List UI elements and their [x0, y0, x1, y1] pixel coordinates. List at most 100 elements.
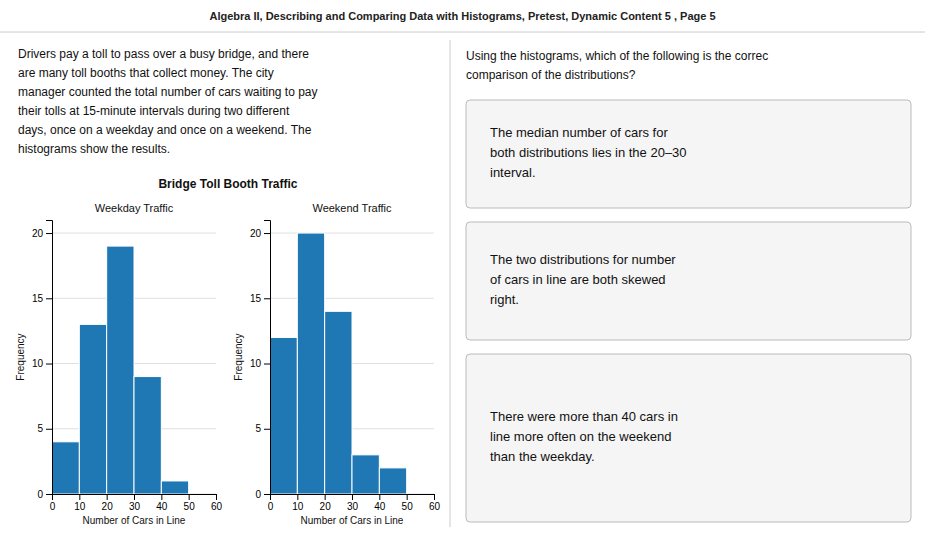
bars: [270, 233, 407, 494]
y-axis-tick-mark: [264, 429, 270, 430]
x-axis-tick: 30: [347, 494, 359, 512]
x-axis-tick-label: 60: [211, 501, 223, 512]
x-axis-tick: 0: [50, 494, 56, 512]
histogram-panel: 010203040506005101520Weekend TrafficNumb…: [233, 202, 440, 526]
panel-title: Weekday Traffic: [95, 202, 174, 214]
y-axis-tick-label: 0: [255, 489, 261, 500]
y-axis-title: Frequency: [15, 333, 26, 380]
y-axis-title: Frequency: [233, 333, 244, 380]
x-axis-tick-mark: [189, 494, 190, 500]
bar: [297, 233, 324, 494]
y-axis-tick-label: 0: [37, 489, 43, 500]
answer-text-line: interval.: [490, 165, 536, 180]
answer-text: The median number of cars for both distri…: [490, 125, 687, 180]
bar: [270, 337, 297, 494]
y-axis-tick-label: 5: [255, 423, 261, 434]
question-text-line: Using the histograms, which of the follo…: [466, 49, 768, 63]
y-axis-tick-mark: [46, 233, 52, 234]
answer-text-line: right.: [490, 292, 519, 307]
divider: [450, 40, 451, 527]
x-axis: 0102030405060: [50, 494, 223, 512]
header-rule: [0, 32, 925, 33]
y-axis-tick: 10: [250, 358, 270, 369]
answer-text-line: There were more than 40 cars in: [490, 409, 678, 424]
intro-text-line: are many toll booths that collect money.…: [18, 66, 274, 80]
y-axis-line: [46, 221, 53, 495]
y-axis-tick: 15: [32, 293, 52, 304]
intro-text-line: histograms show the results.: [18, 142, 170, 156]
x-axis-tick-label: 60: [429, 501, 441, 512]
x-axis-tick-label: 50: [184, 501, 196, 512]
x-axis-tick: 0: [268, 494, 274, 512]
question-text-line: comparison of the distributions?: [466, 68, 636, 82]
answer-box: [466, 100, 911, 208]
grid: [270, 233, 434, 494]
x-axis-tick: 50: [402, 494, 414, 512]
answer-text-line: both distributions lies in the 20–30: [490, 145, 687, 160]
y-axis-tick: 0: [37, 489, 52, 500]
answer-text-line: The median number of cars for: [490, 125, 668, 140]
y-axis-tick-label: 10: [32, 358, 44, 369]
bar: [379, 468, 406, 494]
y-axis-tick: 20: [32, 228, 52, 239]
x-axis-tick-label: 20: [102, 501, 114, 512]
x-axis-tick-mark: [407, 494, 408, 500]
x-axis-tick-mark: [434, 494, 435, 500]
x-axis-tick-mark: [79, 494, 80, 500]
bar: [407, 494, 434, 495]
answer-box: [466, 354, 911, 522]
x-axis-tick-label: 0: [268, 501, 274, 512]
y-axis-tick-mark: [46, 298, 52, 299]
x-axis-tick-label: 40: [374, 501, 386, 512]
x-axis-tick-mark: [379, 494, 380, 500]
grid-line: [52, 233, 216, 234]
x-axis-tick-label: 0: [50, 501, 56, 512]
x-axis-tick-mark: [352, 494, 353, 500]
x-axis-tick: 50: [184, 494, 196, 512]
y-axis-tick-mark: [264, 233, 270, 234]
histogram-panel: 010203040506005101520Weekday TrafficNumb…: [15, 202, 222, 526]
bar: [189, 494, 216, 495]
x-axis-tick: 10: [74, 494, 86, 512]
intro-text-line: their tolls at 15-minute intervals durin…: [18, 104, 290, 118]
answer-text: The two distributions for numberof cars …: [490, 252, 676, 307]
bar: [352, 455, 379, 494]
y-axis: 0 5 10 15 20: [32, 221, 53, 500]
x-axis-title: Number of Cars in Line: [301, 515, 404, 526]
intro-text-line: manager counted the total number of cars…: [18, 85, 318, 99]
x-axis-line: [53, 495, 217, 501]
x-axis-tick-mark: [134, 494, 135, 500]
x-axis-tick-mark: [161, 494, 162, 500]
x-axis-tick-label: 30: [347, 501, 359, 512]
answer-text-line: line more often on the weekend: [490, 429, 671, 444]
question-text: Using the histograms, which of the follo…: [466, 49, 768, 82]
answer-text-line: than the weekday.: [490, 449, 595, 464]
x-axis: 0 10 20 30 40 50 60: [268, 494, 441, 512]
bar: [161, 481, 188, 494]
y-axis-tick-label: 15: [250, 293, 262, 304]
y-axis-tick-mark: [264, 298, 270, 299]
x-axis-tick-label: 10: [74, 501, 86, 512]
x-axis-line: [271, 495, 435, 501]
y-axis-tick: 20: [250, 228, 270, 239]
y-axis-tick-mark: [46, 494, 52, 495]
y-axis-tick: 5: [37, 423, 52, 434]
grid-line: [270, 233, 434, 234]
x-axis-tick: 60: [429, 494, 441, 512]
y-axis: 0 5 10 15 20: [250, 221, 271, 500]
header: Algebra II, Describing and Comparing Dat…: [209, 10, 715, 22]
bar: [107, 246, 134, 494]
bar: [325, 311, 352, 494]
y-axis-tick-label: 5: [37, 423, 43, 434]
y-axis-line: [264, 221, 271, 495]
intro-text: Drivers pay a toll to pass over a busy b…: [18, 47, 318, 156]
x-axis-tick-label: 40: [156, 501, 168, 512]
x-axis-tick: 20: [320, 494, 332, 512]
bar: [52, 442, 79, 494]
answer-text: There were more than 40 cars in line more…: [490, 409, 678, 464]
x-axis-tick-label: 10: [292, 501, 304, 512]
y-axis-tick-label: 15: [32, 293, 44, 304]
chart-title: Bridge Toll Booth Traffic: [158, 177, 297, 191]
intro-text-line: days, once on a weekday and once on a we…: [18, 123, 312, 137]
x-axis-tick-mark: [107, 494, 108, 500]
